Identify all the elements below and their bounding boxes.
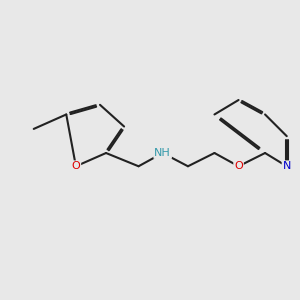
Text: NH: NH — [154, 148, 171, 158]
Text: O: O — [71, 161, 80, 171]
Text: O: O — [234, 161, 243, 171]
Text: N: N — [283, 161, 291, 171]
